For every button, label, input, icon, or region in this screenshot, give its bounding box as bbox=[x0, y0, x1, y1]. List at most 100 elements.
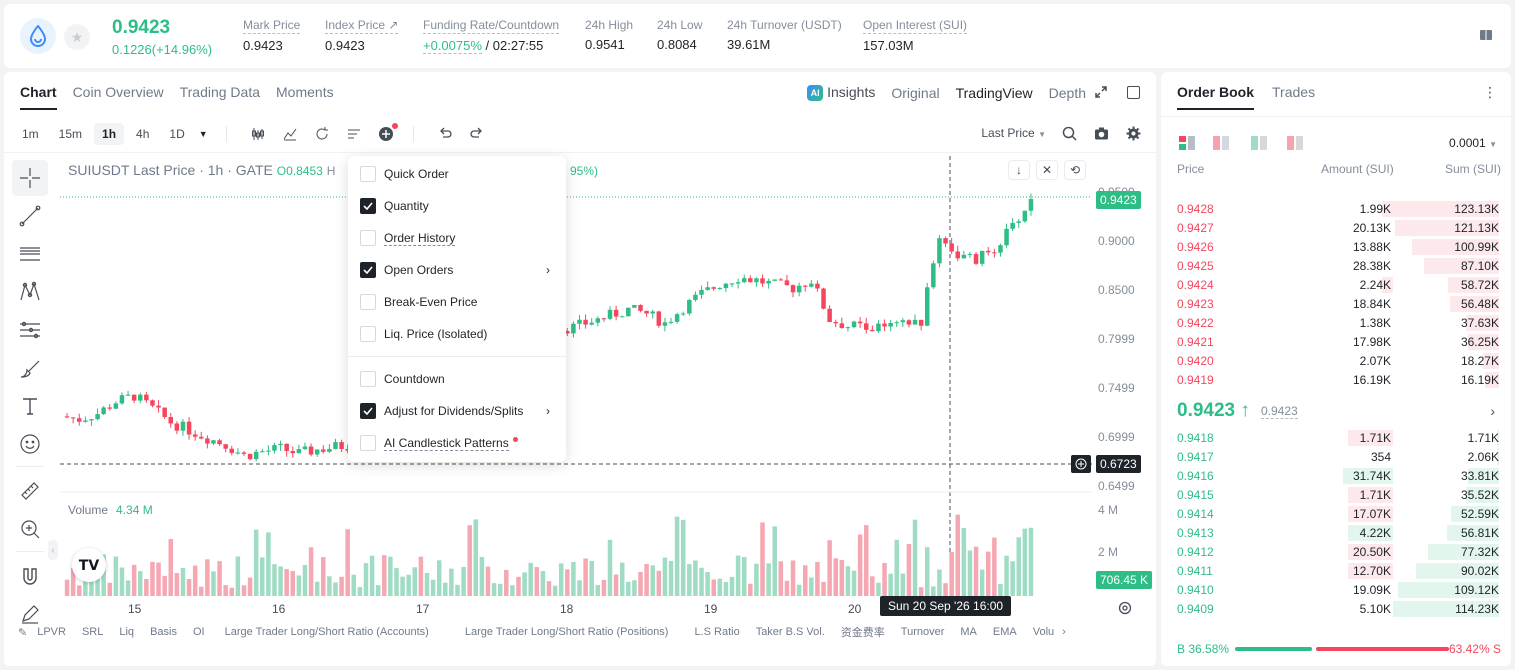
add-alert-icon[interactable] bbox=[377, 123, 398, 143]
menu-item-quick-order[interactable]: Quick Order bbox=[360, 164, 556, 184]
expand-icon[interactable] bbox=[1094, 85, 1108, 102]
tab-order-book[interactable]: Order Book bbox=[1177, 84, 1255, 110]
ask-row[interactable]: 0.9421 17.98K 36.25K bbox=[1161, 333, 1511, 351]
window-icon[interactable] bbox=[1127, 86, 1140, 99]
arrow-down-icon[interactable]: ↓ bbox=[1008, 160, 1030, 180]
menu-item-countdown[interactable]: Countdown bbox=[360, 369, 556, 389]
timeframe-15m[interactable]: 15m bbox=[58, 127, 83, 141]
checkbox[interactable] bbox=[360, 294, 376, 310]
timeframe-1h[interactable]: 1h bbox=[94, 123, 125, 145]
pattern-icon[interactable] bbox=[12, 274, 48, 310]
precision-select[interactable]: 0.0001 ▼ bbox=[1449, 136, 1497, 150]
indicator-funding-rate[interactable]: 资金费率 bbox=[840, 627, 885, 639]
chevron-right-icon[interactable]: › bbox=[1490, 403, 1495, 419]
camera-icon[interactable] bbox=[1094, 126, 1109, 144]
collapse-arrow-icon[interactable]: ‹ bbox=[48, 540, 58, 560]
ask-row[interactable]: 0.9426 13.88K 100.99K bbox=[1161, 238, 1511, 256]
indicator-liq[interactable]: Liq bbox=[119, 626, 135, 638]
collapse-icon[interactable]: ✕ bbox=[1036, 160, 1058, 180]
book-mode-asks-icon[interactable] bbox=[1213, 136, 1229, 150]
tab-moments[interactable]: Moments bbox=[276, 84, 334, 100]
bid-row[interactable]: 0.9410 19.09K 109.12K bbox=[1161, 581, 1511, 599]
gear-icon[interactable] bbox=[1126, 126, 1141, 144]
ask-row[interactable]: 0.9423 18.84K 56.48K bbox=[1161, 295, 1511, 313]
book-mode-both-icon[interactable] bbox=[1179, 136, 1195, 150]
favorite-star-icon[interactable]: ★ bbox=[64, 24, 90, 50]
menu-item-liq-price[interactable]: Liq. Price (Isolated) bbox=[360, 324, 556, 344]
book-icon[interactable] bbox=[1479, 28, 1493, 42]
text-icon[interactable] bbox=[12, 388, 48, 424]
emoji-icon[interactable] bbox=[12, 426, 48, 462]
stat-funding-rate[interactable]: Funding Rate/Countdown +0.0075% / 02:27:… bbox=[423, 18, 560, 54]
menu-item-open-orders[interactable]: Open Orders › bbox=[360, 260, 556, 280]
indicator-taker-vol[interactable]: Taker B.S Vol. bbox=[755, 626, 825, 638]
indicator-ma[interactable]: MA bbox=[960, 626, 977, 638]
bid-row[interactable]: 0.9411 12.70K 90.02K bbox=[1161, 562, 1511, 580]
ask-row[interactable]: 0.9425 28.38K 87.10K bbox=[1161, 257, 1511, 275]
indicator-basis[interactable]: Basis bbox=[150, 626, 177, 638]
timeframe-4h[interactable]: 4h bbox=[136, 127, 150, 141]
price-type-select[interactable]: Last Price ▼ bbox=[981, 126, 1046, 140]
menu-item-adjust-dividends[interactable]: Adjust for Dividends/Splits › bbox=[360, 401, 556, 421]
indicator-ls-ratio[interactable]: L.S Ratio bbox=[694, 626, 740, 638]
indicator-ls-positions[interactable]: Large Trader Long/Short Ratio (Positions… bbox=[464, 626, 669, 638]
view-depth[interactable]: Depth bbox=[1048, 84, 1086, 101]
bid-row[interactable]: 0.9416 31.74K 33.81K bbox=[1161, 467, 1511, 485]
checkbox[interactable] bbox=[360, 166, 376, 182]
brush-icon[interactable] bbox=[12, 350, 48, 386]
undo-icon[interactable] bbox=[436, 125, 454, 143]
ask-row[interactable]: 0.9427 20.13K 121.13K bbox=[1161, 219, 1511, 237]
pencil-icon[interactable] bbox=[12, 596, 48, 632]
view-tradingview[interactable]: TradingView bbox=[955, 84, 1033, 101]
indicator-oi[interactable]: OI bbox=[192, 626, 205, 638]
zoom-in-icon[interactable] bbox=[12, 511, 48, 547]
menu-item-order-history[interactable]: Order History bbox=[360, 228, 556, 248]
timeframe-1d[interactable]: 1D bbox=[169, 127, 185, 141]
book-mode-bids-icon[interactable] bbox=[1251, 136, 1267, 150]
magnet-icon[interactable] bbox=[12, 558, 48, 594]
indicator-srl[interactable]: SRL bbox=[81, 626, 104, 638]
more-vertical-icon[interactable]: ⋮ bbox=[1483, 84, 1497, 100]
checkbox-checked[interactable] bbox=[360, 198, 376, 214]
bid-row[interactable]: 0.9417 354 2.06K bbox=[1161, 448, 1511, 466]
chevron-right-icon[interactable]: › bbox=[1062, 626, 1066, 638]
checkbox[interactable] bbox=[360, 230, 376, 246]
checkbox[interactable] bbox=[360, 435, 376, 451]
stat-open-interest[interactable]: Open Interest (SUI) 157.03M bbox=[863, 18, 968, 53]
add-order-plus-icon[interactable] bbox=[1071, 455, 1091, 473]
tab-chart[interactable]: Chart bbox=[20, 84, 57, 110]
indicator-ls-accounts[interactable]: Large Trader Long/Short Ratio (Accounts) bbox=[224, 626, 429, 638]
ask-row[interactable]: 0.9422 1.38K 37.63K bbox=[1161, 314, 1511, 332]
candle-type-icon[interactable] bbox=[249, 125, 267, 143]
templates-icon[interactable] bbox=[345, 125, 363, 143]
redo-icon[interactable] bbox=[468, 125, 486, 143]
trend-line-icon[interactable] bbox=[12, 198, 48, 234]
ask-row[interactable]: 0.9424 2.24K 58.72K bbox=[1161, 276, 1511, 294]
ask-row[interactable]: 0.9428 1.99K 123.13K bbox=[1161, 200, 1511, 218]
checkbox[interactable] bbox=[360, 326, 376, 342]
bid-row[interactable]: 0.9412 20.50K 77.32K bbox=[1161, 543, 1511, 561]
tab-trading-data[interactable]: Trading Data bbox=[179, 84, 261, 100]
bid-row[interactable]: 0.9413 4.22K 56.81K bbox=[1161, 524, 1511, 542]
menu-item-break-even[interactable]: Break-Even Price bbox=[360, 292, 556, 312]
checkbox[interactable] bbox=[360, 371, 376, 387]
search-icon[interactable] bbox=[1062, 126, 1077, 144]
tab-coin-overview[interactable]: Coin Overview bbox=[72, 84, 164, 100]
stat-mark-price[interactable]: Mark Price 0.9423 bbox=[243, 18, 301, 53]
checkbox-checked[interactable] bbox=[360, 262, 376, 278]
fib-icon[interactable] bbox=[12, 312, 48, 348]
insights-button[interactable]: AI Insights bbox=[807, 84, 875, 102]
checkbox-checked[interactable] bbox=[360, 403, 376, 419]
indicator-volume[interactable]: Volu bbox=[1032, 626, 1055, 638]
sui-drop-icon[interactable] bbox=[20, 18, 56, 54]
crosshair-icon[interactable] bbox=[12, 160, 48, 196]
horizontal-lines-icon[interactable] bbox=[12, 236, 48, 272]
stat-index-price[interactable]: Index Price ↗ 0.9423 bbox=[325, 18, 399, 53]
candlestick-chart[interactable] bbox=[60, 156, 1092, 596]
bid-row[interactable]: 0.9409 5.10K 114.23K bbox=[1161, 600, 1511, 618]
menu-item-quantity[interactable]: Quantity bbox=[360, 196, 556, 216]
view-original[interactable]: Original bbox=[891, 84, 940, 101]
ask-row[interactable]: 0.9420 2.07K 18.27K bbox=[1161, 352, 1511, 370]
indicator-lpvr[interactable]: LPVR bbox=[37, 626, 66, 638]
replay-icon[interactable] bbox=[313, 125, 331, 143]
